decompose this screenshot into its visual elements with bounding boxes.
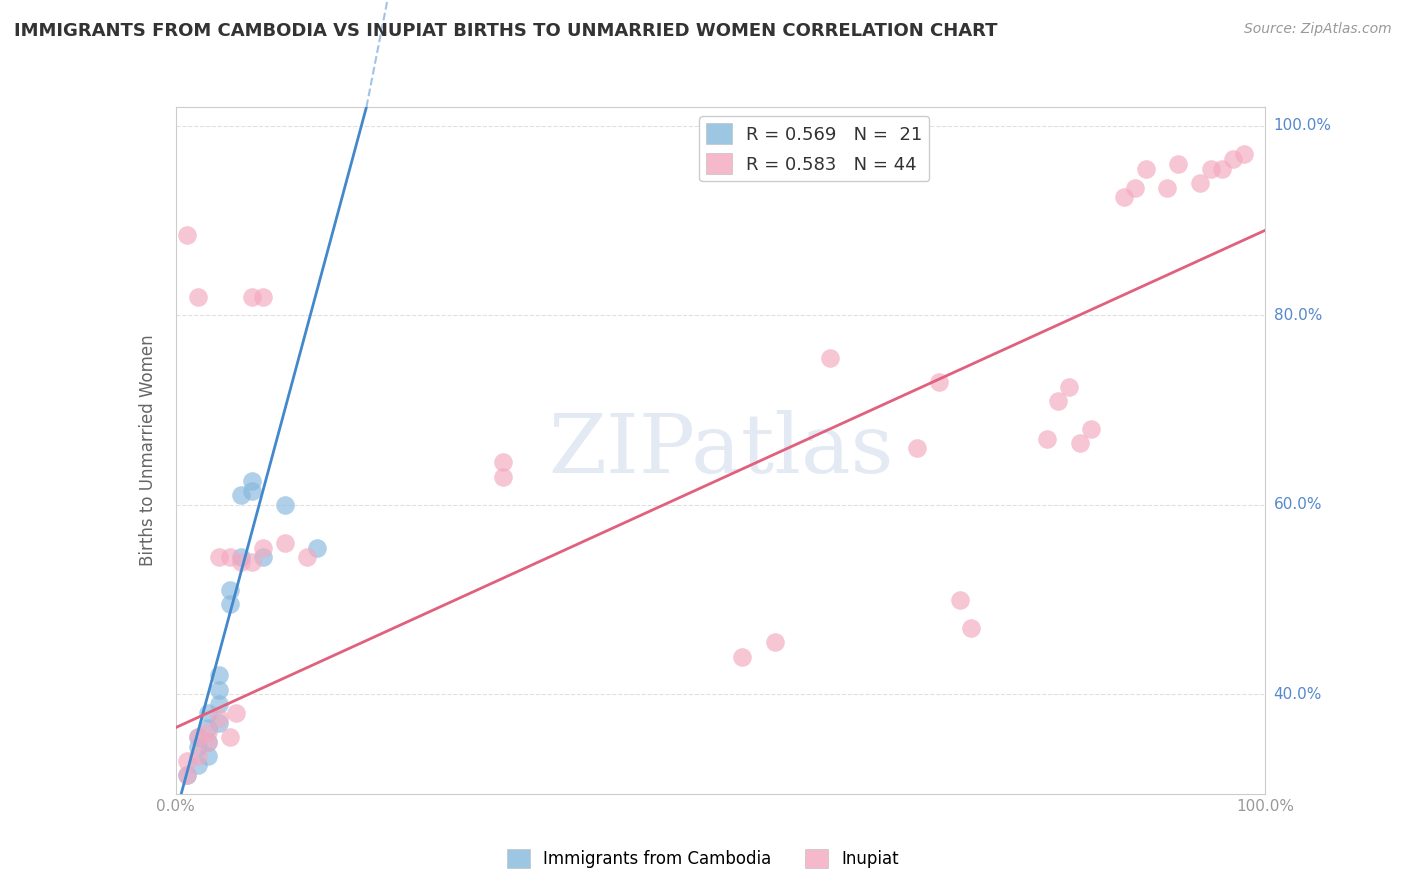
Point (197, 735, 219, 749)
Point (231, 549, 253, 564)
Point (219, 730, 242, 744)
Point (492, 455, 515, 469)
Point (197, 725, 219, 739)
Point (176, 754, 198, 768)
Point (219, 549, 242, 564)
Point (1047, 393, 1070, 408)
Point (240, 483, 263, 498)
Point (492, 469, 515, 483)
Point (186, 289, 209, 303)
Text: 60.0%: 60.0% (1274, 498, 1322, 512)
Point (197, 721, 219, 735)
Text: Source: ZipAtlas.com: Source: ZipAtlas.com (1244, 22, 1392, 37)
Point (1123, 180, 1146, 194)
Point (240, 289, 263, 303)
Point (1211, 161, 1233, 176)
Point (176, 227, 198, 242)
Point (763, 635, 786, 649)
Point (186, 730, 209, 744)
Point (208, 711, 231, 725)
Point (252, 289, 274, 303)
Point (1156, 180, 1178, 194)
Point (1036, 432, 1059, 446)
Point (231, 488, 253, 502)
Text: 40.0%: 40.0% (1274, 687, 1322, 702)
Y-axis label: Births to Unmarried Women: Births to Unmarried Women (139, 334, 157, 566)
Point (186, 749, 209, 764)
Legend: Immigrants from Cambodia, Inupiat: Immigrants from Cambodia, Inupiat (501, 842, 905, 875)
Point (176, 768, 198, 782)
Point (1199, 161, 1222, 176)
Point (307, 541, 329, 555)
Point (186, 739, 209, 754)
Text: IMMIGRANTS FROM CAMBODIA VS INUPIAT BIRTHS TO UNMARRIED WOMEN CORRELATION CHART: IMMIGRANTS FROM CAMBODIA VS INUPIAT BIRT… (14, 22, 998, 40)
Point (274, 498, 297, 512)
Point (197, 706, 219, 721)
Point (960, 621, 983, 635)
Point (295, 549, 318, 564)
Point (1232, 147, 1256, 161)
Point (197, 749, 219, 764)
Text: ZIPatlas: ZIPatlas (548, 410, 893, 491)
Point (208, 697, 231, 711)
Point (928, 375, 950, 389)
Text: 100.0%: 100.0% (1274, 119, 1331, 134)
Point (1189, 176, 1212, 190)
Point (1069, 436, 1091, 450)
Point (818, 351, 841, 365)
Point (1135, 161, 1157, 176)
Point (208, 715, 231, 730)
Text: 80.0%: 80.0% (1274, 308, 1322, 323)
Point (274, 536, 297, 550)
Point (197, 735, 219, 749)
Point (240, 555, 263, 569)
Point (225, 706, 247, 721)
Point (176, 768, 198, 782)
Point (219, 583, 242, 598)
Point (905, 441, 928, 455)
Point (1167, 157, 1189, 171)
Point (208, 668, 231, 682)
Point (240, 475, 263, 489)
Point (1222, 152, 1244, 166)
Point (186, 758, 209, 772)
Point (949, 592, 972, 607)
Point (1112, 190, 1135, 204)
Point (186, 730, 209, 744)
Point (731, 649, 754, 664)
Point (208, 549, 231, 564)
Point (252, 541, 274, 555)
Point (1080, 422, 1102, 436)
Point (219, 598, 242, 612)
Point (208, 682, 231, 697)
Point (1057, 379, 1080, 393)
Point (231, 555, 253, 569)
Legend: R = 0.569   N =  21, R = 0.583   N = 44: R = 0.569 N = 21, R = 0.583 N = 44 (699, 116, 929, 181)
Point (252, 549, 274, 564)
